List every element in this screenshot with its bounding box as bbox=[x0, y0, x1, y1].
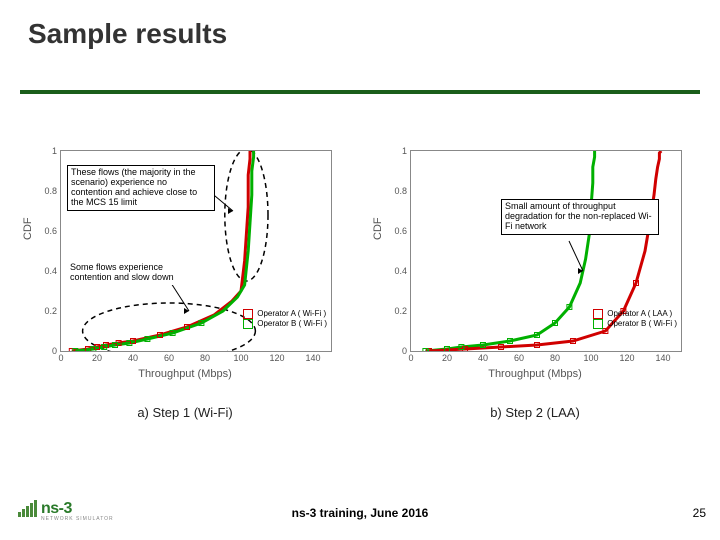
x-axis-label: Throughput (Mbps) bbox=[20, 368, 350, 380]
caption-step2: b) Step 2 (LAA) bbox=[370, 405, 700, 420]
annotation-no-contention: These flows (the majority in the scenari… bbox=[67, 165, 215, 211]
legend-item-op-b: Operator B ( Wi-Fi ) bbox=[593, 319, 677, 329]
x-axis-label: Throughput (Mbps) bbox=[370, 368, 700, 380]
legend-item-op-b: Operator B ( Wi-Fi ) bbox=[243, 319, 327, 329]
logo-bars-icon bbox=[18, 500, 37, 517]
plot-step1: These flows (the majority in the scenari… bbox=[60, 150, 332, 352]
panel-step2: CDF Small amount of throughput degradati… bbox=[370, 140, 700, 420]
page-title: Sample results bbox=[28, 18, 227, 50]
page-number: 25 bbox=[693, 506, 706, 520]
legend-item-op-a: Operator A ( Wi-Fi ) bbox=[243, 309, 327, 319]
y-axis-label: CDF bbox=[372, 217, 384, 240]
panel-step1: CDF These flows (the majority in the sce… bbox=[20, 140, 350, 420]
legend-item-op-a: Operator A ( LAA ) bbox=[593, 309, 677, 319]
ns3-logo: ns-3 NETWORK SIMULATOR bbox=[18, 500, 114, 522]
title-rule bbox=[20, 90, 700, 94]
chart-row: CDF These flows (the majority in the sce… bbox=[20, 140, 700, 420]
logo-subtext: NETWORK SIMULATOR bbox=[41, 516, 114, 522]
legend-step1: Operator A ( Wi-Fi ) Operator B ( Wi-Fi … bbox=[243, 309, 327, 329]
caption-step1: a) Step 1 (Wi-Fi) bbox=[20, 405, 350, 420]
legend-step2: Operator A ( LAA ) Operator B ( Wi-Fi ) bbox=[593, 309, 677, 329]
y-axis-label: CDF bbox=[22, 217, 34, 240]
annotation-contention: Some flows experience contention and slo… bbox=[67, 261, 203, 285]
annotation-degradation: Small amount of throughput degradation f… bbox=[501, 199, 659, 235]
plot-step2: Small amount of throughput degradation f… bbox=[410, 150, 682, 352]
